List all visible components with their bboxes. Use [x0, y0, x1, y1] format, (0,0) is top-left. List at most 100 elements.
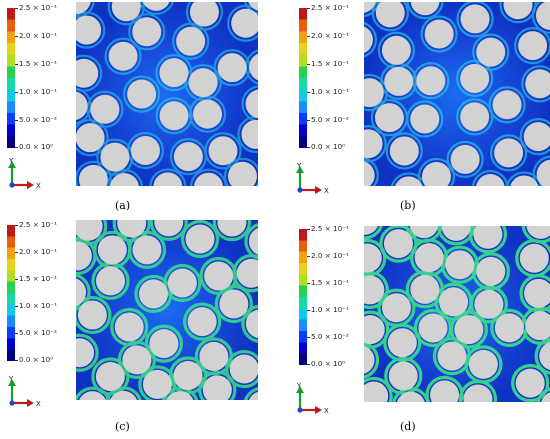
fiber-cross-section: [76, 91, 88, 120]
stress-halo: [385, 132, 423, 170]
fiber-cross-section: [108, 41, 138, 71]
colorbar-tick: 5.0 × 10⁻²: [311, 332, 349, 341]
stress-halo: [241, 304, 258, 343]
fiber-cross-section: [518, 31, 548, 61]
fiber-cross-section: [364, 226, 378, 235]
colorbar-tick: 1.0 × 10⁻¹: [311, 87, 349, 96]
fiber-cross-section: [364, 315, 385, 345]
fiber-cross-section: [503, 2, 533, 20]
stress-field-map: [76, 2, 258, 186]
fiber-cross-section: [249, 53, 258, 81]
fiber-cross-section: [142, 2, 170, 11]
fiber-cross-section: [410, 274, 440, 304]
stress-halo: [456, 2, 494, 38]
stress-halo: [155, 54, 193, 92]
fiber-cross-section: [76, 123, 105, 153]
stress-halo: [138, 2, 174, 15]
fiber-cross-section: [525, 311, 550, 341]
fiber-cross-section: [142, 369, 172, 399]
stress-halo: [123, 75, 161, 113]
axis-triad: Y X: [292, 160, 332, 196]
fiber-cross-section: [476, 256, 506, 286]
stress-halo: [379, 226, 418, 263]
colorbar-tick: 2.5 × 10⁻¹: [311, 224, 349, 233]
y-axis-label: Y: [8, 157, 14, 165]
stress-halo: [155, 97, 193, 135]
fiber-cross-section: [159, 101, 189, 131]
stress-halo: [370, 99, 409, 137]
fiber-cross-section: [387, 328, 417, 358]
stress-halo: [180, 220, 220, 259]
colorbar-tick: 1.5 × 10⁻¹: [19, 59, 57, 68]
panel-d: 2.5 × 10⁻¹ 2.0 × 10⁻¹ 1.5 × 10⁻¹ 1.0 × 1…: [292, 218, 550, 437]
axis-triad: Y X: [292, 380, 332, 416]
fiber-cross-section: [153, 172, 183, 186]
stress-halo: [521, 65, 550, 103]
fiber-cross-section: [536, 159, 550, 186]
stress-halo: [515, 239, 550, 278]
fiber-cross-section: [149, 329, 179, 359]
stress-halo: [364, 376, 393, 402]
fiber-cross-section: [166, 391, 194, 400]
stress-halo: [413, 308, 453, 348]
stress-halo: [105, 168, 143, 186]
stress-halo: [384, 356, 423, 396]
colorbar-tick: 1.5 × 10⁻¹: [311, 278, 349, 287]
y-axis-label: Y: [8, 375, 14, 383]
fiber-cross-section: [227, 161, 257, 186]
x-axis-label: X: [324, 407, 329, 415]
fiber-cross-section: [95, 266, 125, 296]
stress-halo: [117, 340, 156, 379]
fiber-cross-section: [421, 161, 451, 186]
fiber-cross-section: [430, 380, 460, 402]
fiber-cross-section: [154, 220, 184, 237]
fiber-cross-section: [217, 220, 247, 237]
fiber-cross-section: [418, 313, 448, 343]
fiber-cross-section: [510, 175, 539, 186]
fiber-cross-section: [364, 381, 389, 402]
fiber-cross-section: [97, 235, 127, 265]
stress-halo: [244, 223, 258, 260]
fiber-cross-section: [388, 361, 418, 391]
stress-halo: [364, 310, 390, 349]
fiber-cross-section: [454, 315, 484, 345]
colorbar-tick: 2.0 × 10⁻¹: [19, 31, 57, 40]
fiber-cross-section: [117, 220, 147, 238]
fiber-cross-section: [185, 224, 215, 254]
stress-halo: [488, 86, 526, 124]
stress-halo: [364, 270, 389, 310]
fiber-cross-section: [460, 102, 490, 132]
stress-halo: [432, 337, 472, 376]
fiber-cross-section: [111, 2, 141, 22]
fiber-cross-section: [76, 278, 87, 306]
stress-halo: [96, 138, 134, 176]
fiber-cross-section: [194, 172, 223, 186]
colorbar-tick: 1.0 × 10⁻¹: [19, 87, 57, 96]
fiber-cross-section: [445, 250, 475, 280]
stress-halo: [76, 273, 91, 311]
stress-halo: [471, 169, 509, 186]
colorbar-scale: [7, 8, 15, 148]
fiber-cross-section: [76, 338, 95, 368]
fiber-cross-section: [188, 68, 218, 98]
stress-halo: [364, 238, 387, 278]
fiber-cross-section: [132, 17, 162, 47]
panel-a: 2.5 × 10⁻¹ 2.0 × 10⁻¹ 1.5 × 10⁻¹ 1.0 × 1…: [0, 0, 275, 219]
stress-halo: [184, 64, 222, 102]
colorbar-tick: 2.5 × 10⁻¹: [311, 3, 349, 12]
colorbar-tick: 5.0 × 10⁻²: [311, 115, 349, 124]
fiber-cross-section: [248, 227, 258, 255]
stress-halo: [225, 349, 258, 389]
colorbar-tick: 2.0 × 10⁻¹: [19, 247, 57, 256]
stress-halo: [149, 168, 187, 186]
colorbar-tick: 2.0 × 10⁻¹: [311, 31, 349, 40]
fiber-cross-section: [525, 69, 550, 99]
fiber-cross-section: [132, 235, 162, 265]
fiber-cross-section: [187, 307, 217, 337]
stress-halo: [505, 171, 543, 186]
colorbar-tick: 0.0 × 10⁰: [311, 142, 346, 151]
fiber-cross-section: [208, 136, 238, 166]
fiber-cross-section: [364, 275, 385, 305]
stress-halo: [472, 33, 510, 71]
axis-triad: Y X: [4, 373, 44, 409]
